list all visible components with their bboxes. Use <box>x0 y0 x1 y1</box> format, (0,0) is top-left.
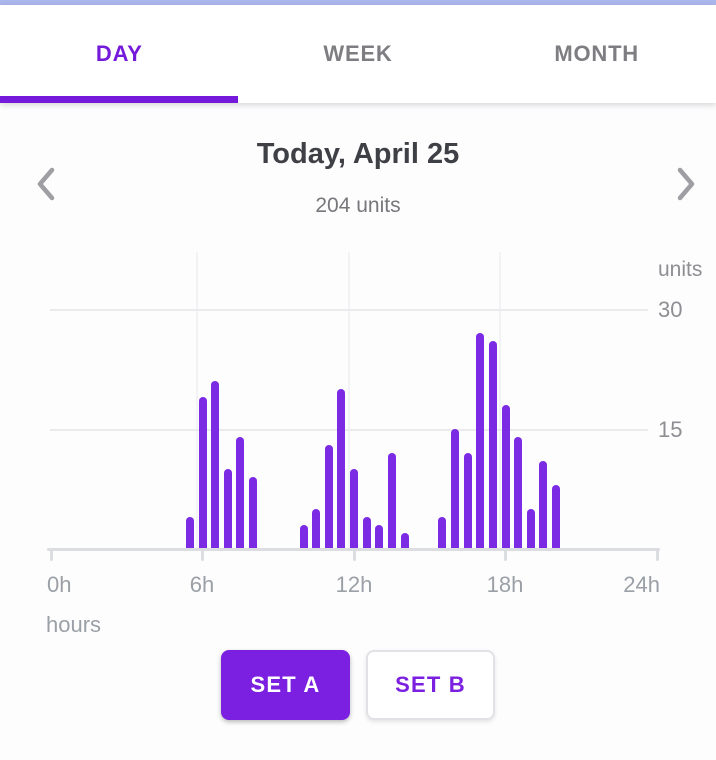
bar-10h <box>299 525 308 549</box>
vertical-gridline-18h <box>499 252 501 548</box>
tab-week[interactable]: WEEK <box>323 41 393 66</box>
active-tab-indicator <box>0 96 238 103</box>
bar-7h <box>223 469 232 549</box>
tab-month[interactable]: MONTH <box>554 41 639 66</box>
x-tick-24h: 24h <box>623 572 660 597</box>
bar-6h <box>198 397 207 549</box>
x-tick-12h: 12h <box>335 572 373 597</box>
total-units-label: 204 units <box>315 194 401 217</box>
vertical-gridline-6h <box>196 252 198 548</box>
bar-17.5h <box>488 341 497 549</box>
bar-12h <box>350 469 358 549</box>
bar-19h <box>526 509 535 549</box>
bar-18.5h <box>514 437 523 549</box>
x-axis-tick-6h <box>201 548 204 561</box>
next-day-button[interactable] <box>672 164 700 204</box>
tab-bar: DAY WEEK MONTH <box>0 5 716 103</box>
page-title: Today, April 25 <box>256 138 460 170</box>
bar-11h <box>324 445 333 549</box>
previous-day-button[interactable] <box>32 164 60 204</box>
y-tick-15: 15 <box>658 417 683 442</box>
bar-16h <box>451 429 459 549</box>
x-axis-tick-24h <box>655 548 659 561</box>
bar-16.5h <box>463 453 472 549</box>
bar-7.5h <box>236 437 245 549</box>
bar-13.5h <box>387 453 396 549</box>
vertical-gridline-12h <box>348 252 350 548</box>
x-axis-title: hours <box>46 612 102 637</box>
status-bar <box>0 0 716 5</box>
bar-10.5h <box>312 509 321 549</box>
bar-15.5h <box>438 517 447 549</box>
bar-13h <box>375 525 384 549</box>
chevron-left-icon <box>32 164 60 204</box>
bar-11.5h <box>337 389 346 549</box>
bar-19.5h <box>539 461 548 549</box>
bar-6.5h <box>211 381 220 549</box>
x-tick-18h: 18h <box>486 572 524 597</box>
set-b-button[interactable]: SET B <box>366 650 495 720</box>
y-axis-title: units <box>658 258 703 281</box>
gridline-15 <box>50 429 648 431</box>
x-axis-tick-0h <box>49 548 53 561</box>
bar-18h <box>501 405 510 549</box>
tab-day[interactable]: DAY <box>95 41 143 66</box>
set-selector: SET A SET B <box>0 650 716 720</box>
x-axis-tick-12h <box>352 548 356 561</box>
gridline-30 <box>50 309 648 311</box>
x-tick-0h: 0h <box>47 572 72 597</box>
y-tick-30: 30 <box>658 297 683 322</box>
bar-14h <box>400 533 409 549</box>
x-axis-tick-18h <box>504 548 507 561</box>
bar-8h <box>249 477 257 549</box>
chevron-right-icon <box>672 164 700 204</box>
bar-17h <box>476 333 485 549</box>
bar-20h <box>552 485 560 549</box>
bar-5.5h <box>185 517 194 549</box>
bar-12.5h <box>362 517 371 549</box>
x-tick-6h: 6h <box>189 572 215 597</box>
set-a-button[interactable]: SET A <box>221 650 350 720</box>
